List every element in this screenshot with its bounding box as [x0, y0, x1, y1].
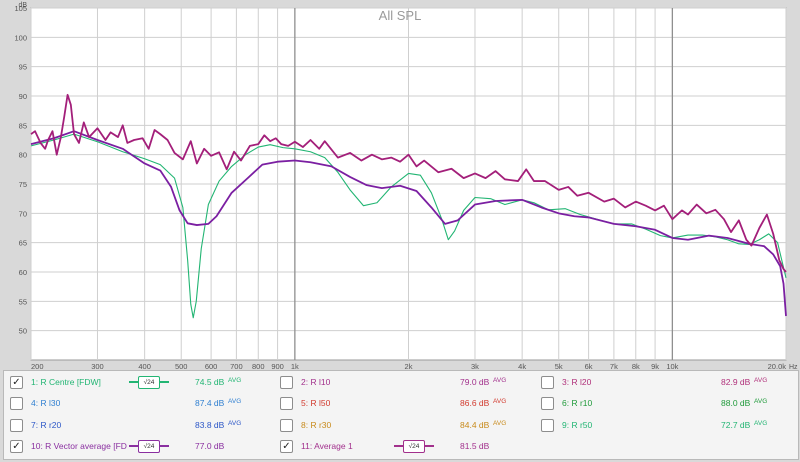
legend-checkbox[interactable]: ✓ [280, 440, 293, 453]
legend-checkbox[interactable] [10, 397, 23, 410]
legend-value: 72.7 dB [721, 420, 751, 430]
legend-checkbox[interactable] [541, 376, 554, 389]
legend-label: 11: Average 1 [301, 441, 353, 451]
y-tick-label: 80 [19, 151, 27, 160]
x-tick-label: 5k [555, 362, 563, 371]
legend-entry: ✓ 1: R Centre [FDW] √24 74.5 dB AVG [10, 374, 270, 390]
legend-entry: 4: R l30 87.4 dB AVG [10, 395, 270, 411]
legend-label: 8: R r30 [301, 420, 332, 430]
x-tick-label: 20.0k [768, 362, 787, 371]
x-tick-label: 1k [291, 362, 299, 371]
legend-checkbox[interactable] [10, 419, 23, 432]
legend-avg-suffix: AVG [228, 398, 242, 405]
series-line-3 [30, 93, 787, 273]
x-tick-label: 4k [518, 362, 526, 371]
y-tick-label: 65 [19, 239, 27, 248]
legend-avg-suffix: AVG [493, 398, 507, 405]
legend-avg-suffix: AVG [228, 377, 242, 384]
legend-checkbox[interactable] [541, 419, 554, 432]
legend-value: 87.4 dB [195, 398, 225, 408]
legend-entry: 6: R r10 88.0 dB AVG [541, 395, 800, 411]
x-tick-label: 300 [91, 362, 104, 371]
chart-title: All SPL [379, 8, 422, 23]
legend-value: 83.8 dB [195, 420, 225, 430]
legend-entry: ✓ 11: Average 1 √24 81.5 dB [280, 438, 540, 454]
legend-value: 88.0 dB [721, 398, 751, 408]
legend-entry: 8: R r30 84.4 dB AVG [280, 417, 540, 433]
x-tick-label: 500 [175, 362, 188, 371]
spl-chart: 50 55 60 65 70 75 80 85 90 95 100 105 200 300 400 500 60… [14, 2, 798, 371]
x-tick-label: 400 [138, 362, 151, 371]
y-tick-label: 60 [19, 268, 27, 277]
legend-entry: 9: R r50 72.7 dB AVG [541, 417, 800, 433]
x-tick-label: 6k [585, 362, 593, 371]
x-tick-label: 900 [271, 362, 284, 371]
legend-entry: 7: R r20 83.8 dB AVG [10, 417, 270, 433]
legend-label: 7: R r20 [31, 420, 62, 430]
legend-label: 10: R Vector average [FD [31, 441, 127, 451]
legend-value: 74.5 dB [195, 377, 225, 387]
legend-checkbox[interactable]: ✓ [10, 440, 23, 453]
legend-label: 6: R r10 [562, 398, 593, 408]
smoothing-badge[interactable]: √24 [394, 438, 434, 454]
x-tick-label: 9k [651, 362, 659, 371]
legend-label: 1: R Centre [FDW] [31, 377, 101, 387]
legend-label: 4: R l30 [31, 398, 61, 408]
x-tick-label: 7k [610, 362, 618, 371]
smoothing-badge-text: √24 [138, 440, 160, 453]
legend-entry: ✓ 10: R Vector average [FD √24 77.0 dB [10, 438, 270, 454]
legend-avg-suffix: AVG [754, 377, 768, 384]
legend-avg-suffix: AVG [754, 420, 768, 427]
y-tick-label: 85 [19, 121, 27, 130]
legend-value: 86.6 dB [460, 398, 490, 408]
x-tick-label: 2k [405, 362, 413, 371]
legend-checkbox[interactable]: ✓ [10, 376, 23, 389]
smoothing-badge[interactable]: √24 [129, 438, 169, 454]
y-tick-label: 70 [19, 209, 27, 218]
legend-avg-suffix: AVG [493, 377, 507, 384]
series-line-2 [30, 130, 787, 317]
legend-checkbox[interactable] [280, 397, 293, 410]
smoothing-badge[interactable]: √24 [129, 374, 169, 390]
legend-label: 2: R l10 [301, 377, 331, 387]
legend-entry: 2: R l10 79.0 dB AVG [280, 374, 540, 390]
legend-value: 77.0 dB [195, 441, 225, 451]
legend-checkbox[interactable] [280, 419, 293, 432]
y-tick-label: 100 [14, 33, 27, 42]
legend-avg-suffix: AVG [228, 420, 242, 427]
legend-value: 79.0 dB [460, 377, 490, 387]
legend-checkbox[interactable] [280, 376, 293, 389]
y-tick-label: 55 [19, 297, 27, 306]
legend-checkbox[interactable] [541, 397, 554, 410]
legend-value: 82.9 dB [721, 377, 751, 387]
y-tick-label: 50 [19, 327, 27, 336]
x-tick-label: 10k [666, 362, 678, 371]
y-tick-label: 75 [19, 180, 27, 189]
y-unit-label: dB [18, 2, 27, 9]
y-tick-label: 105 [14, 4, 27, 13]
x-tick-label: 8k [632, 362, 640, 371]
x-tick-label: 600 [205, 362, 218, 371]
legend-label: 9: R r50 [562, 420, 593, 430]
legend-entry: 5: R l50 86.6 dB AVG [280, 395, 540, 411]
legend-avg-suffix: AVG [754, 398, 768, 405]
legend-panel: ✓ 1: R Centre [FDW] √24 74.5 dB AVG 4: R l30 8… [3, 370, 799, 460]
x-tick-label: 800 [252, 362, 265, 371]
legend-value: 84.4 dB [460, 420, 490, 430]
legend-label: 3: R l20 [562, 377, 592, 387]
x-tick-label: 3k [471, 362, 479, 371]
smoothing-badge-text: √24 [138, 376, 160, 389]
x-tick-label: 700 [230, 362, 243, 371]
smoothing-badge-text: √24 [403, 440, 425, 453]
legend-value: 81.5 dB [460, 441, 490, 451]
legend-label: 5: R l50 [301, 398, 331, 408]
x-unit-label: Hz [789, 364, 798, 371]
legend-avg-suffix: AVG [493, 420, 507, 427]
y-tick-label: 90 [19, 92, 27, 101]
y-tick-label: 95 [19, 63, 27, 72]
x-tick-label: 200 [31, 362, 44, 371]
legend-entry: 3: R l20 82.9 dB AVG [541, 374, 800, 390]
